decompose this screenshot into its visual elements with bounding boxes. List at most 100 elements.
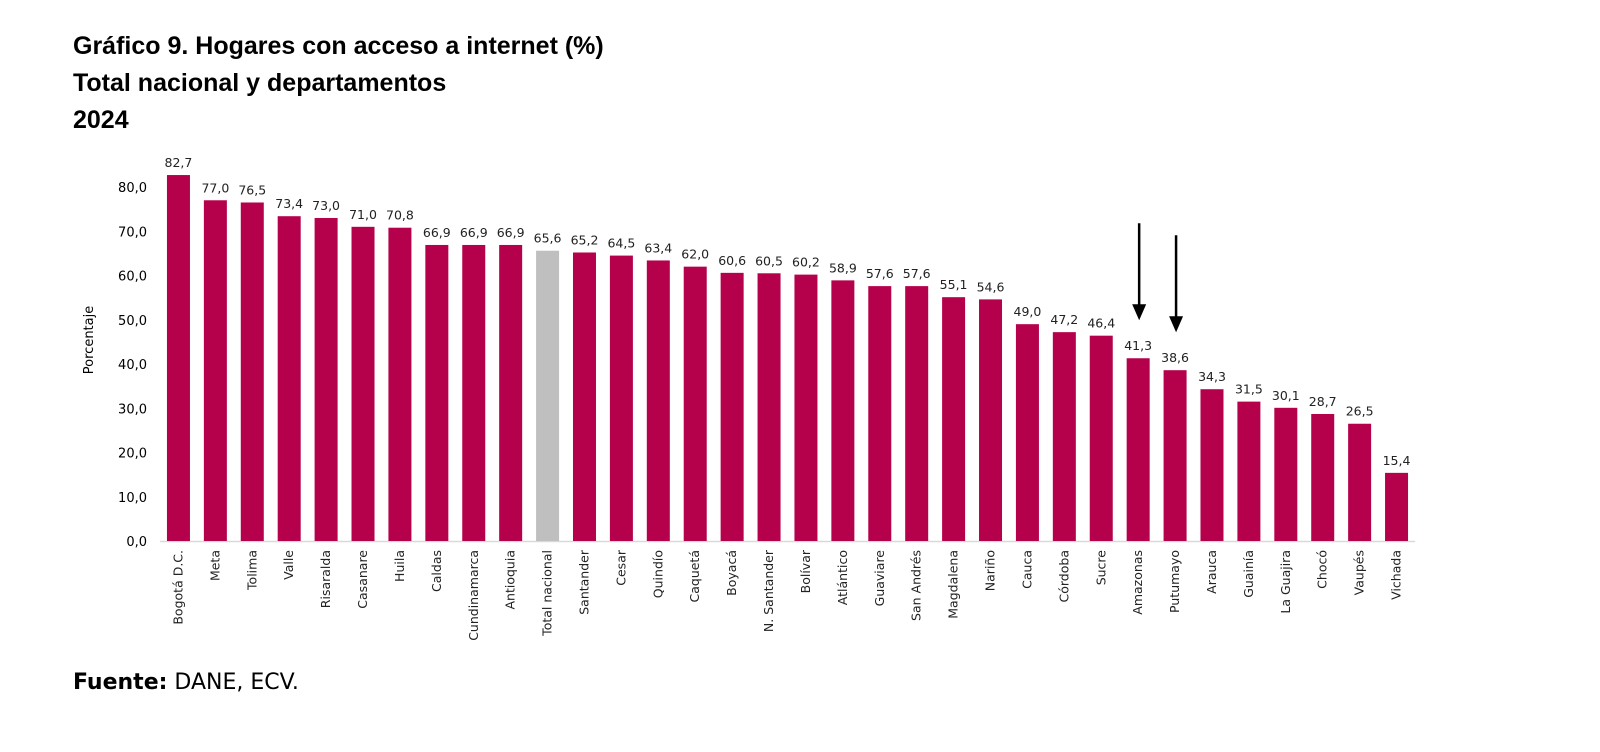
y-axis-label: Porcentaje [82,306,97,374]
bar [905,286,929,541]
data-label: 58,9 [829,260,857,275]
data-label: 57,6 [903,266,931,281]
bar [1237,401,1261,541]
category-label: Guaviare [872,550,887,607]
bar [1163,370,1187,541]
data-label: 31,5 [1235,382,1263,397]
category-label: Bolívar [798,549,813,593]
category-label: Total nacional [540,550,555,637]
bar [646,260,670,541]
category-label: Santander [576,549,591,615]
category-label: Bogotá D.C. [170,550,185,625]
category-label: San Andrés [909,550,924,621]
bar [499,244,523,541]
data-label: 66,9 [423,225,451,240]
bar [979,299,1003,541]
title-line-3: 2024 [73,106,129,134]
y-tick-label: 80,0 [118,181,147,196]
data-label: 34,3 [1198,369,1226,384]
data-label: 57,6 [866,266,894,281]
bar [683,266,707,541]
category-label: Guainía [1241,550,1256,598]
bar [314,217,338,541]
bar [1274,407,1298,541]
data-label: 66,9 [497,225,525,240]
category-label: Meta [207,550,222,581]
bar [240,202,264,542]
y-tick-label: 10,0 [118,491,147,506]
category-label: Chocó [1315,550,1330,589]
category-label: Arauca [1204,550,1219,594]
bar [277,216,301,541]
bar [536,250,560,541]
bar [1089,335,1113,541]
source-label: Fuente: [73,670,168,695]
data-label: 46,4 [1087,316,1115,331]
y-tick-label: 0,0 [126,535,147,550]
category-label: Cauca [1019,550,1034,589]
bar [425,244,449,541]
category-label: Casanare [355,550,370,609]
bar [1385,472,1409,541]
category-label: Amazonas [1130,550,1145,615]
data-label: 49,0 [1014,304,1042,319]
data-label: 73,4 [275,196,303,211]
arrow-head-icon [1132,304,1147,321]
category-label: Atlántico [835,550,850,605]
bar [203,200,227,541]
category-label: N. Santander [761,549,776,632]
category-label: Nariño [983,550,998,591]
data-label: 60,2 [792,255,820,270]
data-label: 26,5 [1346,404,1374,419]
category-label: Valle [281,550,296,580]
category-label: Boyacá [724,550,739,596]
bar [1348,423,1372,541]
category-label: Sucre [1093,550,1108,586]
data-label: 64,5 [607,236,635,251]
category-label: Vaupés [1352,550,1367,595]
bar [720,272,744,541]
y-tick-label: 20,0 [118,447,147,462]
data-label: 15,4 [1383,453,1411,468]
category-label: Cesar [613,549,628,586]
category-label: Magdalena [946,550,961,619]
title-line-1: Gráfico 9. Hogares con acceso a internet… [73,32,604,60]
category-label: Tolima [244,550,259,591]
bar [1052,332,1076,541]
bar [794,274,818,541]
data-label: 82,7 [165,155,193,170]
data-label: 28,7 [1309,394,1337,409]
bar [462,244,486,541]
data-label: 60,5 [755,253,783,268]
y-tick-label: 40,0 [118,358,147,373]
data-label: 66,9 [460,225,488,240]
data-label: 63,4 [644,240,672,255]
data-label: 41,3 [1124,338,1152,353]
y-tick-label: 50,0 [118,314,147,329]
category-label: Cundinamarca [466,550,481,641]
data-label: 54,6 [977,279,1005,294]
y-tick-label: 30,0 [118,402,147,417]
source-note: Fuente: DANE, ECV. [73,670,299,695]
bar [868,286,892,541]
y-tick-label: 70,0 [118,225,147,240]
bar [388,227,412,541]
arrow-head-icon [1169,316,1184,333]
data-label: 55,1 [940,277,968,292]
category-label: Córdoba [1056,550,1071,602]
category-label: La Guajira [1278,550,1293,614]
data-label: 30,1 [1272,388,1300,403]
title-line-2: Total nacional y departamentos [73,69,447,97]
data-label: 65,2 [571,232,599,247]
bar [609,255,633,541]
bar [351,226,375,541]
category-label: Putumayo [1167,550,1182,613]
category-label: Caldas [429,550,444,592]
data-label: 76,5 [238,182,266,197]
category-label: Vichada [1389,550,1404,600]
bar [1126,358,1150,541]
data-label: 62,0 [681,247,709,262]
category-label: Quindío [650,550,665,598]
category-label: Antioquia [503,550,518,610]
